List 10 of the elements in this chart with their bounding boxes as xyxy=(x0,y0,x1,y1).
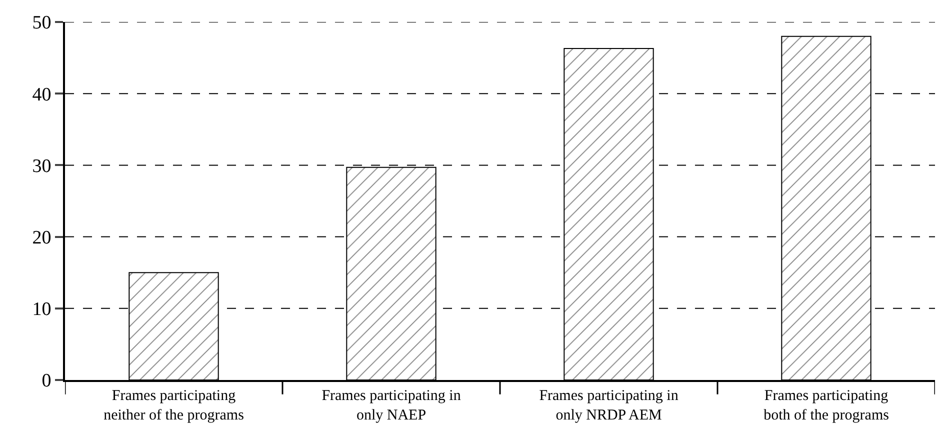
x-tick-label: Frames participating in only NRDP AEM xyxy=(539,388,679,424)
y-tick-label: 50 xyxy=(32,12,52,34)
y-tick-label: 10 xyxy=(32,299,52,320)
y-tick-label: 30 xyxy=(32,156,52,177)
y-tick-label: 40 xyxy=(32,84,52,106)
y-tick-label: 20 xyxy=(32,227,52,248)
y-tick-label: 0 xyxy=(42,370,52,392)
x-tick-label: Frames participating neither of the programs xyxy=(104,388,244,424)
x-tick-label: Frames participating both of the programs xyxy=(764,388,890,424)
x-tick-label: Frames participating in only NAEP xyxy=(322,388,462,424)
